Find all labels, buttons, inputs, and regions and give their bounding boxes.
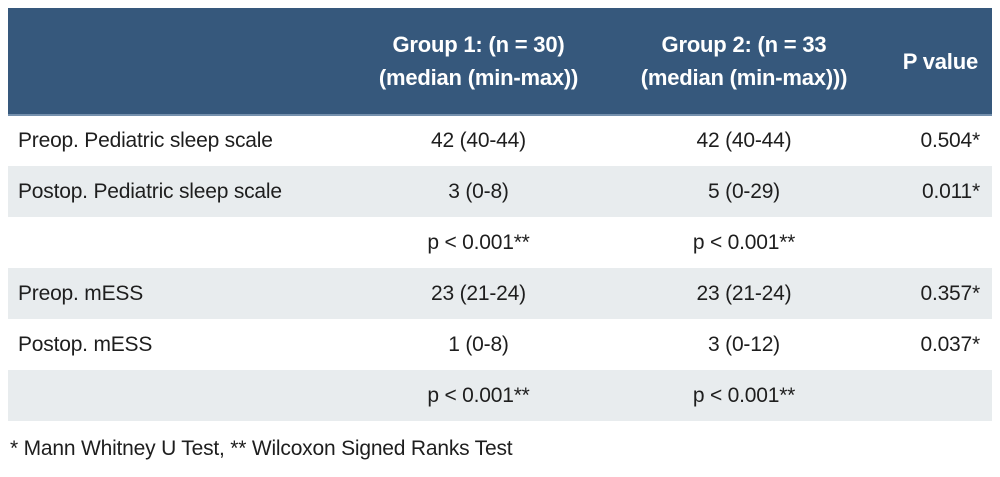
group2-value: p < 0.001** [589, 370, 899, 421]
p-value [899, 217, 992, 268]
table-row: Postop. Pediatric sleep scale 3 (0-8) 5 … [8, 166, 992, 217]
table-row: Preop. mESS 23 (21-24) 23 (21-24) 0.357* [8, 268, 992, 319]
group1-value: 3 (0-8) [368, 166, 589, 217]
row-label [8, 370, 368, 421]
results-table: Group 1: (n = 30) (median (min-max)) Gro… [8, 8, 992, 421]
table-row: Postop. mESS 1 (0-8) 3 (0-12) 0.037* [8, 319, 992, 370]
p-value: 0.504* [920, 129, 980, 152]
group1-value: p < 0.001** [427, 230, 530, 254]
header-row: Group 1: (n = 30) (median (min-max)) Gro… [8, 8, 992, 116]
table-row: p < 0.001** p < 0.001** [8, 217, 992, 268]
row-label: Postop. Pediatric sleep scale [8, 166, 368, 217]
table-footnote: * Mann Whitney U Test, ** Wilcoxon Signe… [10, 437, 513, 460]
group2-value: 5 (0-29) [589, 166, 899, 217]
header-group1-line1: Group 1: (n = 30) [392, 32, 565, 57]
p-value: 0.011* [899, 166, 992, 217]
header-group1-line2: (median (min-max)) [378, 65, 579, 90]
group2-value: 23 (21-24) [589, 268, 899, 319]
group1-value: 1 (0-8) [448, 332, 509, 356]
header-group1: Group 1: (n = 30) (median (min-max)) [368, 8, 589, 116]
header-group2-line2: (median (min-max))) [640, 65, 848, 90]
row-label [8, 217, 368, 268]
group1-value: p < 0.001** [368, 370, 589, 421]
table-row: p < 0.001** p < 0.001** [8, 370, 992, 421]
table-row: Preop. Pediatric sleep scale 42 (40-44) … [8, 115, 992, 166]
group1-value: 23 (21-24) [368, 268, 589, 319]
row-label: Preop. mESS [8, 268, 368, 319]
group1-value: 42 (40-44) [431, 129, 526, 152]
row-label: Preop. Pediatric sleep scale [18, 129, 273, 152]
row-label: Postop. mESS [18, 332, 153, 356]
p-value: 0.357* [899, 268, 992, 319]
p-value: 0.037* [920, 332, 980, 356]
header-empty-cell [8, 8, 368, 116]
group2-value: 42 (40-44) [696, 129, 792, 152]
header-group2-line1: Group 2: (n = 33 [661, 32, 827, 57]
group2-value: 3 (0-12) [708, 332, 780, 356]
header-group2: Group 2: (n = 33 (median (min-max))) [589, 8, 899, 116]
p-value [899, 370, 992, 421]
header-pvalue: P value [899, 8, 992, 116]
group2-value: p < 0.001** [692, 230, 796, 254]
